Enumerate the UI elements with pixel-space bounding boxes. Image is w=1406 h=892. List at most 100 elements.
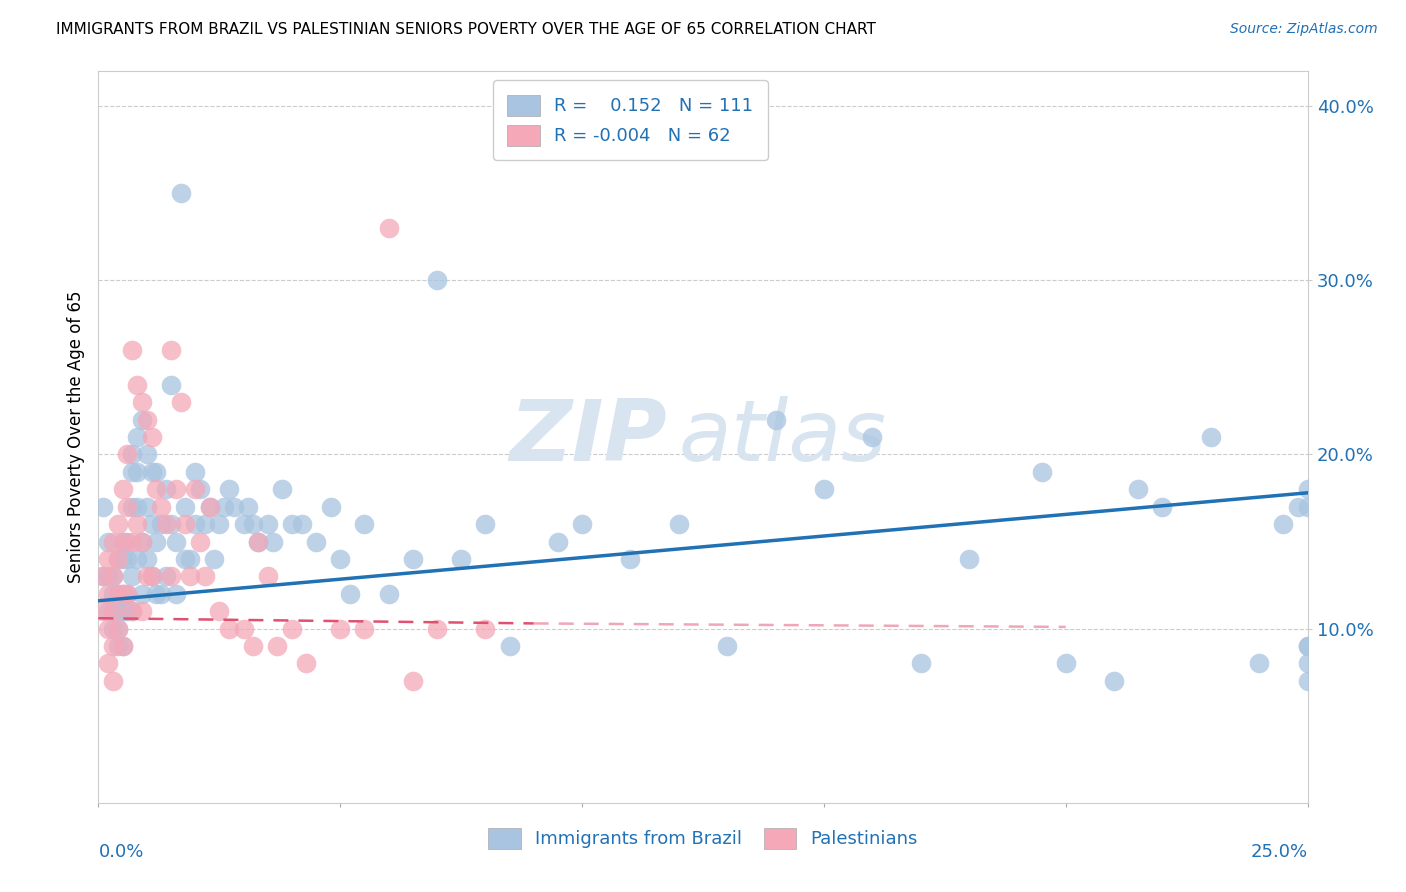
Point xyxy=(218,622,240,636)
Point xyxy=(111,604,134,618)
Point xyxy=(305,534,328,549)
Point xyxy=(426,622,449,636)
Point xyxy=(97,534,120,549)
Point xyxy=(101,639,124,653)
Point xyxy=(131,534,153,549)
Point xyxy=(194,517,217,532)
Point xyxy=(860,430,883,444)
Point xyxy=(111,552,134,566)
Point xyxy=(150,500,173,514)
Point xyxy=(910,657,932,671)
Point xyxy=(184,465,207,479)
Point xyxy=(426,273,449,287)
Point xyxy=(121,500,143,514)
Point xyxy=(111,534,134,549)
Point xyxy=(256,569,278,583)
Point xyxy=(204,552,226,566)
Point xyxy=(107,622,129,636)
Point xyxy=(188,534,211,549)
Point xyxy=(107,587,129,601)
Point xyxy=(377,587,399,601)
Point xyxy=(107,587,129,601)
Point xyxy=(145,465,167,479)
Point xyxy=(121,534,143,549)
Point xyxy=(165,587,187,601)
Point xyxy=(184,517,207,532)
Point xyxy=(117,587,139,601)
Point xyxy=(377,221,399,235)
Point xyxy=(145,483,167,497)
Point xyxy=(1296,657,1319,671)
Point xyxy=(474,622,496,636)
Point xyxy=(1272,517,1295,532)
Point xyxy=(198,500,221,514)
Point xyxy=(160,517,183,532)
Point xyxy=(141,569,163,583)
Point xyxy=(131,587,153,601)
Point xyxy=(184,483,207,497)
Point xyxy=(619,552,641,566)
Point xyxy=(208,604,231,618)
Point xyxy=(232,622,254,636)
Point xyxy=(1296,673,1319,688)
Point xyxy=(135,448,157,462)
Point xyxy=(131,412,153,426)
Point xyxy=(1286,500,1309,514)
Point xyxy=(135,500,157,514)
Point xyxy=(97,569,120,583)
Y-axis label: Seniors Poverty Over the Age of 65: Seniors Poverty Over the Age of 65 xyxy=(66,291,84,583)
Text: Source: ZipAtlas.com: Source: ZipAtlas.com xyxy=(1230,22,1378,37)
Point xyxy=(135,552,157,566)
Point xyxy=(208,517,231,532)
Point xyxy=(97,657,120,671)
Point xyxy=(107,639,129,653)
Point xyxy=(1031,465,1053,479)
Point xyxy=(101,569,124,583)
Point xyxy=(165,534,187,549)
Point xyxy=(169,186,191,201)
Point xyxy=(121,604,143,618)
Point xyxy=(174,517,197,532)
Point xyxy=(402,552,425,566)
Point xyxy=(242,517,264,532)
Point xyxy=(111,639,134,653)
Point xyxy=(450,552,472,566)
Point xyxy=(127,552,149,566)
Point xyxy=(1102,673,1125,688)
Point xyxy=(97,587,120,601)
Point xyxy=(1296,639,1319,653)
Point xyxy=(218,483,240,497)
Point xyxy=(1296,483,1319,497)
Point xyxy=(402,673,425,688)
Point xyxy=(668,517,690,532)
Point xyxy=(957,552,980,566)
Point xyxy=(150,587,173,601)
Point xyxy=(111,483,134,497)
Point xyxy=(117,534,139,549)
Point xyxy=(111,534,134,549)
Point xyxy=(765,412,787,426)
Point xyxy=(127,465,149,479)
Point xyxy=(198,500,221,514)
Point xyxy=(97,552,120,566)
Point xyxy=(101,673,124,688)
Point xyxy=(160,343,183,357)
Point xyxy=(339,587,361,601)
Point xyxy=(174,552,197,566)
Point xyxy=(242,639,264,653)
Point xyxy=(111,639,134,653)
Point xyxy=(101,604,124,618)
Point xyxy=(91,604,114,618)
Point xyxy=(353,517,375,532)
Point xyxy=(111,587,134,601)
Point xyxy=(247,534,270,549)
Point xyxy=(188,483,211,497)
Point xyxy=(281,622,304,636)
Text: IMMIGRANTS FROM BRAZIL VS PALESTINIAN SENIORS POVERTY OVER THE AGE OF 65 CORRELA: IMMIGRANTS FROM BRAZIL VS PALESTINIAN SE… xyxy=(56,22,876,37)
Point xyxy=(117,448,139,462)
Point xyxy=(135,412,157,426)
Point xyxy=(547,534,569,549)
Point xyxy=(169,395,191,409)
Point xyxy=(117,552,139,566)
Point xyxy=(1054,657,1077,671)
